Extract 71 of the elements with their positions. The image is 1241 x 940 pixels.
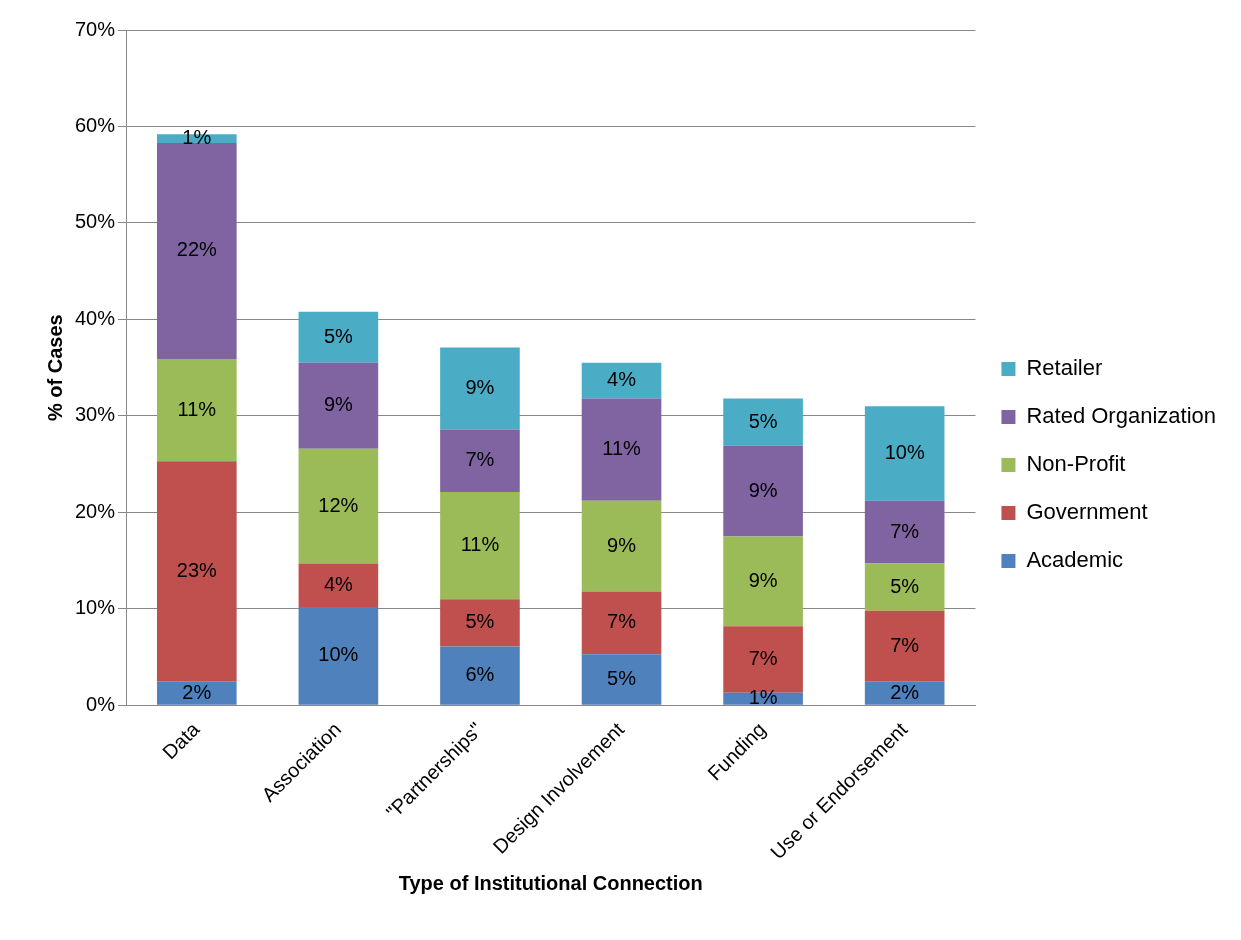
- bar: [157, 461, 237, 682]
- bar: [298, 606, 379, 705]
- data-label: 5%: [465, 610, 495, 633]
- data-label: 22%: [176, 238, 218, 261]
- data-label: 9%: [748, 478, 778, 501]
- legend-label: Academic: [1026, 547, 1124, 573]
- bar: [723, 445, 803, 537]
- y-tick-label: 70%: [75, 17, 116, 40]
- x-tick-label: Data: [158, 717, 205, 764]
- data-label: 5%: [890, 574, 920, 597]
- bar: [864, 406, 945, 501]
- data-label: 4%: [607, 368, 637, 391]
- bar: [440, 429, 520, 493]
- y-tick-label: 0%: [86, 692, 116, 715]
- legend-label: Government: [1026, 499, 1148, 525]
- y-tick-label: 10%: [75, 596, 116, 619]
- data-label: 7%: [465, 448, 495, 471]
- data-label: 5%: [748, 409, 778, 432]
- data-label: 2%: [182, 680, 212, 703]
- bar: [581, 500, 662, 592]
- data-label: 1%: [748, 686, 778, 709]
- bar: [440, 347, 520, 430]
- bar: [723, 398, 803, 446]
- bar: [157, 681, 237, 705]
- bar: [157, 142, 237, 359]
- data-label: 9%: [323, 393, 354, 416]
- y-tick-label: 20%: [75, 499, 116, 522]
- bar: [581, 591, 662, 655]
- data-label: 11%: [460, 533, 500, 556]
- bar: [864, 500, 945, 564]
- bar: [298, 563, 379, 607]
- data-label: 6%: [465, 663, 495, 686]
- y-axis-title: % of Cases: [43, 314, 66, 422]
- data-label: 10%: [318, 643, 359, 666]
- data-label: 23%: [176, 558, 218, 581]
- data-label: 2%: [890, 680, 920, 703]
- data-label: 11%: [177, 397, 217, 420]
- legend-label: Retailer: [1026, 355, 1103, 381]
- data-label: 7%: [607, 610, 637, 633]
- bar: [440, 492, 520, 600]
- data-label: 9%: [748, 568, 778, 591]
- data-label: 5%: [323, 324, 354, 347]
- data-label: 7%: [748, 647, 778, 670]
- data-label: 4%: [323, 572, 354, 595]
- bar: [723, 536, 803, 627]
- bar: [298, 448, 379, 564]
- bar: [581, 362, 662, 399]
- data-label: 9%: [465, 375, 495, 398]
- legend-label: Rated Organization: [1026, 403, 1217, 429]
- bar: [864, 610, 945, 682]
- legend-label: Non-Profit: [1026, 451, 1126, 477]
- data-label: 12%: [318, 493, 359, 516]
- bar: [298, 362, 379, 449]
- y-tick-label: 40%: [75, 306, 116, 329]
- y-tick-label: 50%: [75, 210, 116, 233]
- bar: [157, 358, 237, 462]
- data-label: 5%: [607, 667, 637, 690]
- x-axis-title: Type of Institutional Connection: [398, 871, 703, 894]
- data-label: 9%: [607, 533, 637, 556]
- bar: [298, 311, 379, 363]
- y-tick-label: 30%: [75, 403, 116, 426]
- bar: [864, 563, 945, 611]
- data-label: 7%: [890, 633, 920, 656]
- bar: [581, 398, 662, 501]
- bar: [440, 646, 520, 705]
- y-tick-label: 60%: [75, 113, 116, 136]
- data-label: 7%: [890, 519, 920, 542]
- bar: [440, 599, 520, 647]
- data-label: 11%: [602, 437, 642, 460]
- data-label: 10%: [884, 441, 925, 464]
- bar: [581, 654, 662, 705]
